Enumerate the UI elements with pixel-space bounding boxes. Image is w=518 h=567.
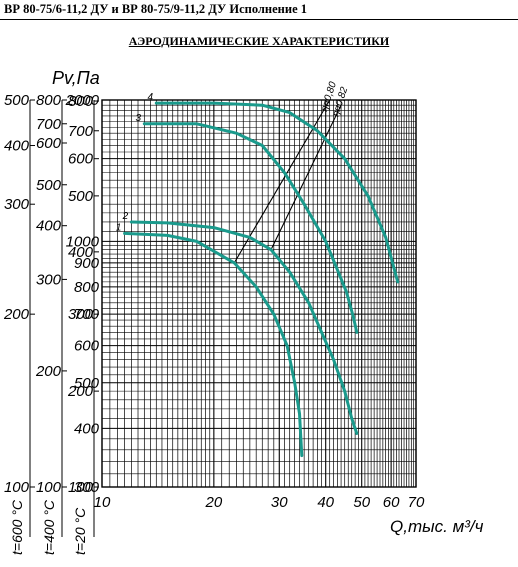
y-tick-label: 300 [74, 479, 100, 496]
temperature-tick-label: 600 [68, 151, 94, 168]
temperature-tick-label: 600 [36, 135, 62, 152]
y-tick-label: 700 [74, 306, 100, 323]
temperature-tick-label: 100 [68, 479, 94, 496]
temperature-tick-label: 500 [4, 92, 30, 109]
temperature-tick-label: 500 [36, 177, 62, 194]
x-tick-label: 60 [383, 494, 400, 511]
chart-axes [29, 99, 417, 537]
temperature-tick-label: 800 [68, 93, 94, 110]
y-tick-label: 600 [74, 338, 100, 355]
curve-3 [142, 122, 359, 334]
x-tick-label: 50 [353, 494, 370, 511]
efficiency-line [270, 104, 342, 250]
temperature-scale-label: t=400 °C [41, 499, 57, 555]
temperature-tick-label: 400 [4, 138, 30, 155]
curve-label: 1 [116, 222, 122, 233]
temperature-tick-label: 200 [3, 306, 30, 323]
y-tick-label: 400 [74, 420, 100, 437]
header-bar: ВР 80-75/6-11,2 ДУ и ВР 80-75/9-11,2 ДУ … [0, 0, 518, 20]
plot-frame [101, 99, 417, 488]
curve-4 [154, 101, 400, 284]
y-tick-label: 500 [74, 375, 100, 392]
y-tick-label: 1000 [66, 233, 100, 250]
temperature-tick-label: 300 [36, 271, 62, 288]
temperature-scale-label: t=20 °C [72, 507, 88, 555]
temperature-scale-label: t=600 °C [9, 499, 25, 555]
temperature-tick-label: 100 [4, 479, 30, 496]
curve-1 [123, 231, 304, 458]
temperature-tick-label: 300 [68, 306, 94, 323]
header-title: ВР 80-75/6-11,2 ДУ и ВР 80-75/9-11,2 ДУ … [4, 2, 307, 16]
x-tick-label: 40 [317, 494, 334, 511]
page-title: АЭРОДИНАМИЧЕСКИЕ ХАРАКТЕРИСТИКИ [128, 34, 390, 48]
temperature-tick-label: 400 [36, 218, 62, 235]
temperature-tick-label: 300 [4, 196, 30, 213]
temperature-tick-label: 800 [36, 92, 62, 109]
temperature-tick-label: 200 [35, 363, 62, 380]
y-tick-label: 900 [74, 255, 100, 272]
x-tick-label: 30 [271, 494, 288, 511]
curve-2 [129, 220, 359, 435]
temperature-tick-label: 500 [68, 188, 94, 205]
y-tick-label: 2000 [65, 92, 100, 109]
curve-label: 2 [122, 211, 129, 222]
curve-label: 4 [148, 92, 154, 103]
chart-curves [123, 101, 400, 458]
y-axis-label: Pv,Па [52, 68, 100, 88]
chart-labels: 300 400 500 600 700 800 900 1000 2000 10 20 30 40 50 6… [3, 68, 484, 555]
x-tick-label: 10 [94, 494, 111, 511]
temperature-tick-label: 700 [36, 116, 62, 133]
y-tick-label: 800 [74, 279, 100, 296]
x-tick-label: 70 [408, 494, 425, 511]
x-tick-label: 20 [205, 494, 223, 511]
temperature-tick-label: 100 [36, 479, 62, 496]
temperature-tick-label: 400 [68, 244, 94, 261]
temperature-tick-label: 700 [68, 123, 94, 140]
temperature-tick-label: 200 [67, 383, 94, 400]
curve-label: 3 [136, 113, 142, 124]
x-axis-label: Q,тыс. м³/ч [390, 517, 484, 536]
